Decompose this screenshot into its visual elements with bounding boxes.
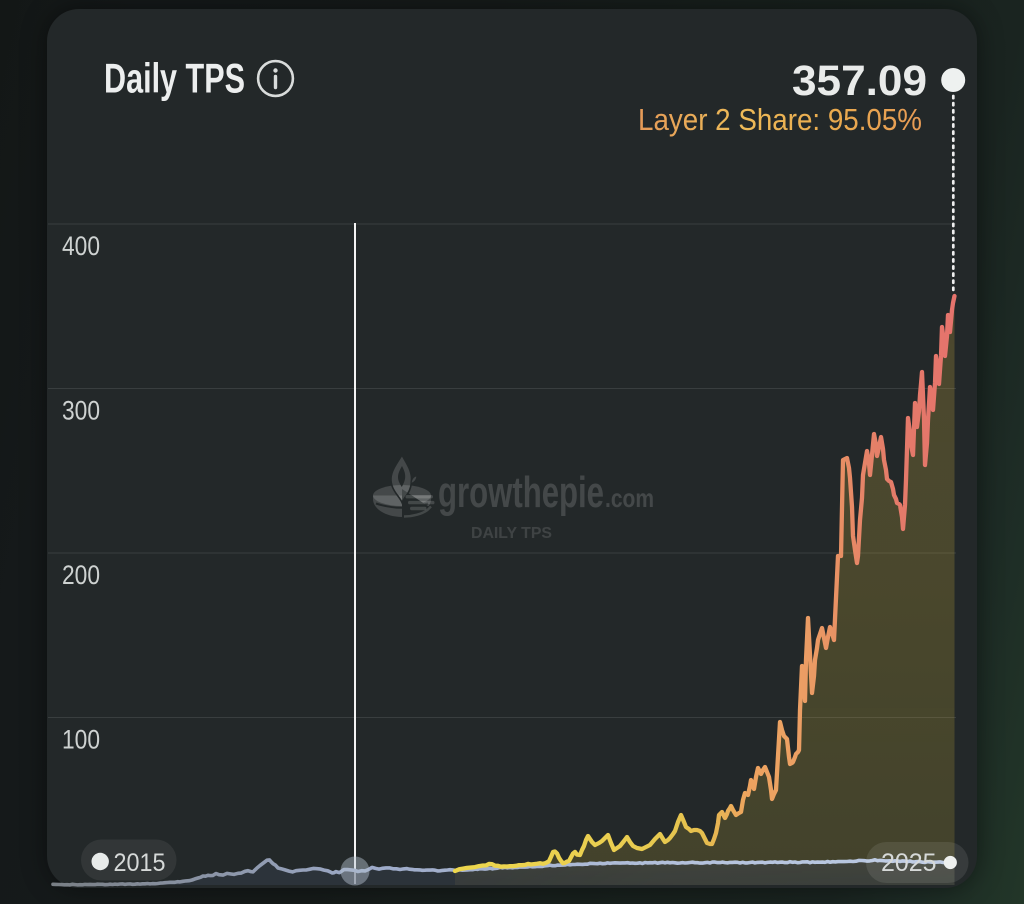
svg-text:DAILY TPS: DAILY TPS <box>471 525 552 542</box>
svg-text:200: 200 <box>62 560 100 590</box>
svg-text:2015: 2015 <box>114 849 166 877</box>
svg-text:357.09: 357.09 <box>792 57 927 105</box>
svg-text:Daily TPS: Daily TPS <box>104 55 245 102</box>
svg-text:Layer 2 Share: 95.05%: Layer 2 Share: 95.05% <box>638 102 922 137</box>
svg-text:.com: .com <box>605 483 654 513</box>
svg-text:100: 100 <box>62 725 100 755</box>
svg-text:growthepie: growthepie <box>438 468 604 517</box>
svg-text:300: 300 <box>62 396 100 426</box>
svg-text:2025: 2025 <box>881 849 937 877</box>
svg-text:400: 400 <box>62 231 100 261</box>
